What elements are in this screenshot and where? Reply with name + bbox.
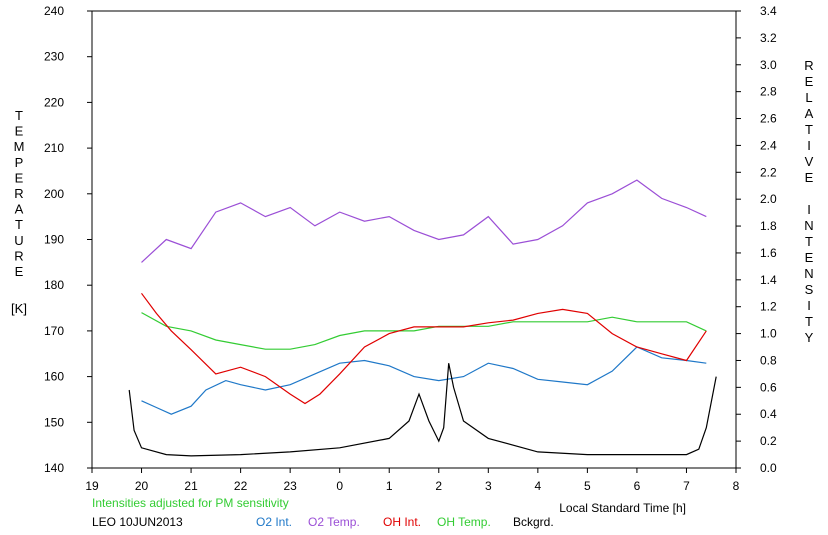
series-line-oh-int — [141, 292, 707, 405]
right-axis-letter: R — [804, 58, 813, 73]
x-tick-label: 8 — [733, 479, 740, 493]
right-tick-label: 2.0 — [760, 192, 777, 206]
right-tick-label: 1.4 — [760, 273, 777, 287]
x-tick-label: 22 — [234, 479, 248, 493]
left-tick-label: 210 — [44, 141, 64, 155]
right-tick-label: 0.0 — [760, 461, 777, 475]
left-axis-letter: E — [15, 170, 24, 185]
x-tick-label: 23 — [283, 479, 297, 493]
series-line-o2-int — [141, 346, 707, 415]
right-axis-letter: Y — [805, 330, 814, 345]
left-tick-label: 190 — [44, 233, 64, 247]
left-axis-letter: U — [14, 233, 23, 248]
legend-o2-temp: O2 Temp. — [308, 515, 360, 529]
left-axis-ticks: 140 150 160 170 180 190 200 210 220 230 240 — [44, 4, 92, 475]
right-tick-label: 2.8 — [760, 85, 777, 99]
series-line-bckgrd — [128, 363, 717, 457]
right-tick-label: 3.2 — [760, 31, 777, 45]
right-axis-letter: A — [805, 106, 814, 121]
x-tick-label: 3 — [485, 479, 492, 493]
right-tick-label: 0.4 — [760, 407, 777, 421]
right-axis-letter: I — [807, 138, 811, 153]
left-tick-label: 170 — [44, 324, 64, 338]
x-tick-label: 6 — [634, 479, 641, 493]
legend-bckgrd: Bckgrd. — [513, 515, 554, 529]
right-axis-letter: T — [805, 314, 813, 329]
x-tick-label: 2 — [435, 479, 442, 493]
left-axis-letter: E — [15, 124, 24, 139]
right-tick-label: 3.4 — [760, 4, 777, 18]
plot-area — [91, 10, 737, 469]
right-tick-label: 1.0 — [760, 327, 777, 341]
station-date: LEO 10JUN2013 — [92, 515, 183, 529]
right-tick-label: 0.2 — [760, 434, 777, 448]
left-axis-letter: T — [15, 108, 23, 123]
x-tick-label: 19 — [85, 479, 99, 493]
left-tick-label: 180 — [44, 278, 64, 292]
right-tick-label: 0.8 — [760, 353, 777, 367]
series-line-oh-temp — [141, 312, 707, 350]
x-axis-ticks: 19 20 21 22 23 0 1 2 3 4 5 6 7 8 — [85, 468, 740, 493]
right-axis-letter: L — [805, 90, 812, 105]
right-axis-letter: N — [804, 266, 813, 281]
right-tick-label: 1.8 — [760, 219, 777, 233]
right-tick-label: 2.6 — [760, 112, 777, 126]
legend-oh-temp: OH Temp. — [437, 515, 491, 529]
right-axis-letter: N — [804, 218, 813, 233]
x-tick-label: 5 — [584, 479, 591, 493]
sensitivity-note: Intensities adjusted for PM sensitivity — [92, 496, 289, 510]
left-axis-letter: E — [15, 264, 24, 279]
series-line-o2-temp — [141, 179, 707, 263]
legend-o2-int: O2 Int. — [256, 515, 292, 529]
x-tick-label: 1 — [386, 479, 393, 493]
left-tick-label: 220 — [44, 95, 64, 109]
left-axis-letter: A — [15, 202, 24, 217]
right-tick-label: 1.2 — [760, 300, 777, 314]
right-tick-label: 0.6 — [760, 380, 777, 394]
x-tick-label: 7 — [683, 479, 690, 493]
right-axis-letter: E — [805, 170, 814, 185]
legend-oh-int: OH Int. — [383, 515, 421, 529]
left-axis-unit: [K] — [11, 301, 27, 316]
left-tick-label: 200 — [44, 187, 64, 201]
series-group — [128, 179, 717, 457]
left-axis-letter: T — [15, 217, 23, 232]
right-axis-letter: V — [805, 154, 814, 169]
right-axis-letter: S — [805, 282, 814, 297]
left-tick-label: 150 — [44, 415, 64, 429]
left-tick-label: 240 — [44, 4, 64, 18]
right-axis-letter: I — [807, 202, 811, 217]
x-axis-label: Local Standard Time [h] — [559, 501, 686, 515]
right-tick-label: 2.4 — [760, 138, 777, 152]
left-tick-label: 230 — [44, 50, 64, 64]
x-tick-label: 4 — [535, 479, 542, 493]
right-axis-letter: E — [805, 250, 814, 265]
right-axis-letter: I — [807, 298, 811, 313]
left-axis-letter: M — [14, 139, 25, 154]
right-axis-ticks: 0.0 0.2 0.4 0.6 0.8 1.0 1.2 1.4 1.6 1.8 2.0 2.2 2.4 2… — [736, 4, 777, 475]
right-tick-label: 1.6 — [760, 246, 777, 260]
left-tick-label: 140 — [44, 461, 64, 475]
right-axis-letter: E — [805, 74, 814, 89]
x-tick-label: 0 — [336, 479, 343, 493]
right-tick-label: 3.0 — [760, 58, 777, 72]
left-axis-letter: R — [14, 186, 23, 201]
x-tick-label: 20 — [135, 479, 149, 493]
left-axis-letter: P — [15, 155, 24, 170]
x-tick-label: 21 — [184, 479, 198, 493]
right-tick-label: 2.2 — [760, 165, 777, 179]
left-axis-letter: R — [14, 248, 23, 263]
left-tick-label: 160 — [44, 370, 64, 384]
right-axis-letter: T — [805, 234, 813, 249]
right-axis-letter: T — [805, 122, 813, 137]
